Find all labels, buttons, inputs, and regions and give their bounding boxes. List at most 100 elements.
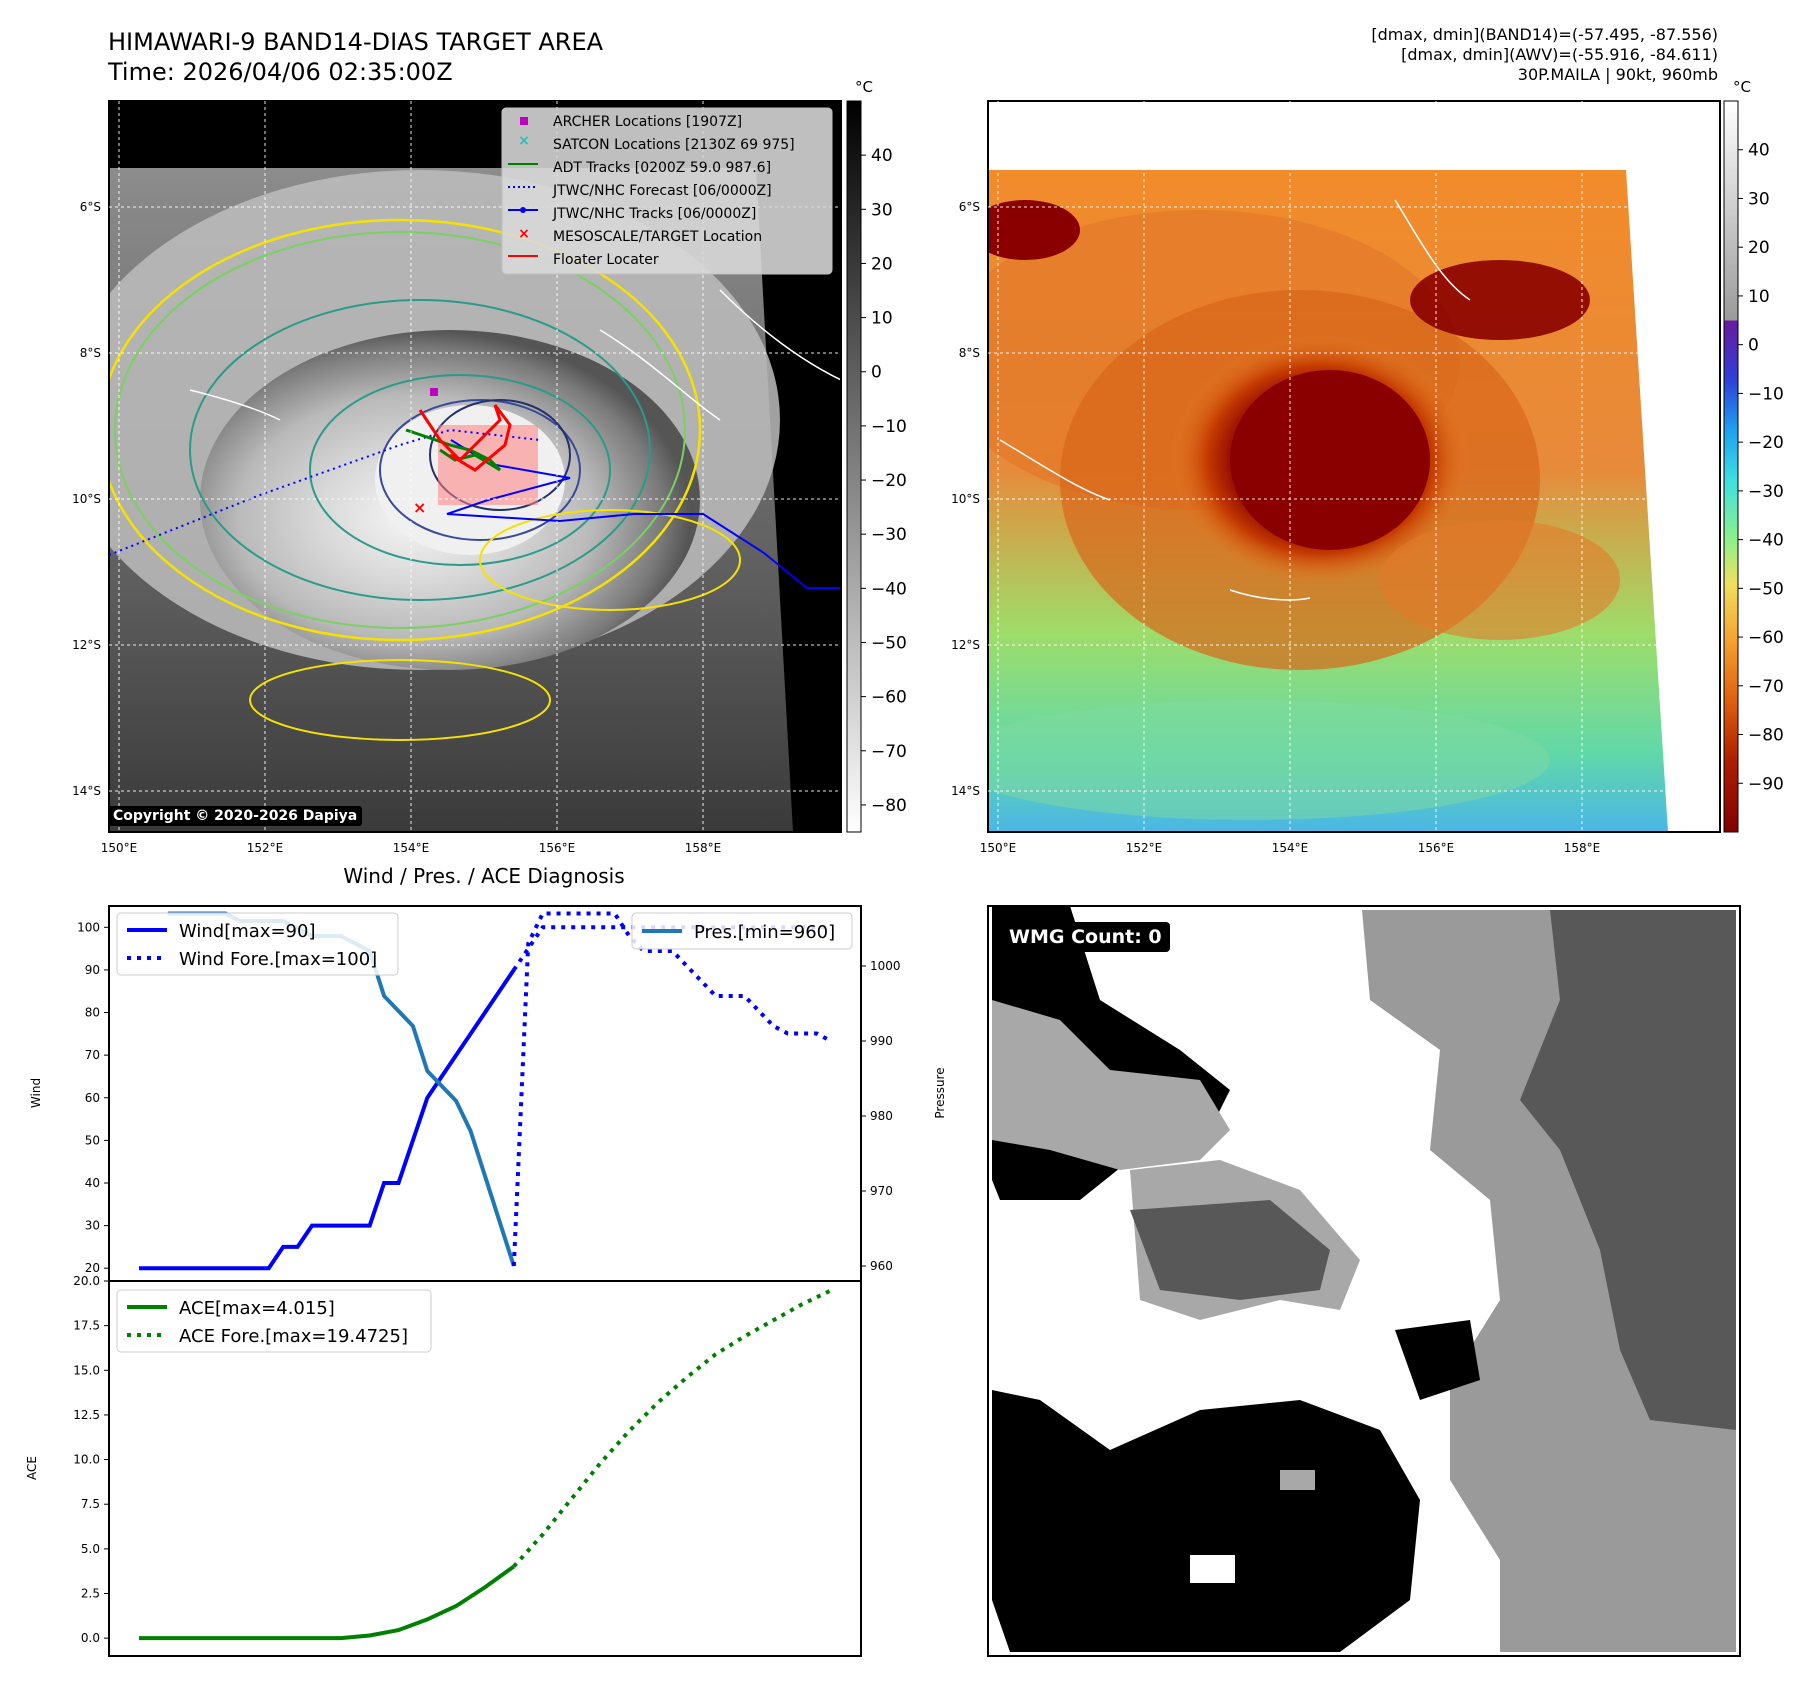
colorbar-tick-label: 40 bbox=[871, 146, 893, 166]
legend-archer-marker bbox=[520, 117, 528, 125]
y-tick-label: 7.5 bbox=[81, 1497, 100, 1511]
legend-wind-fore-label: Wind Fore.[max=100] bbox=[179, 949, 377, 970]
dmax-band14: [dmax, dmin](BAND14)=(-57.495, -87.556) bbox=[1371, 25, 1718, 44]
y-tick-label: 2.5 bbox=[81, 1587, 100, 1601]
lat-label: 12°S bbox=[72, 638, 101, 652]
y-tick-label: 990 bbox=[870, 1034, 893, 1048]
awv-satellite-map bbox=[988, 101, 1720, 832]
lat-label: 8°S bbox=[959, 346, 980, 360]
colorbar-tick-label: −50 bbox=[871, 633, 907, 653]
y-tick-label: 30 bbox=[85, 1219, 100, 1233]
y-tick-label: 100 bbox=[77, 920, 100, 934]
wmg-count-badge: WMG Count: 0 bbox=[1001, 922, 1170, 952]
legend-target-marker: × bbox=[518, 226, 530, 242]
y-tick-label: 0.0 bbox=[81, 1631, 100, 1645]
colorbar-tick-label: −10 bbox=[1748, 384, 1784, 404]
colorbar-right-unit: °C bbox=[1733, 78, 1751, 96]
colorbar-tick-label: 10 bbox=[1748, 287, 1770, 307]
left-lat-labels: 6°S 8°S 10°S 12°S 14°S bbox=[72, 200, 101, 798]
colorbar-tick-label: −70 bbox=[1748, 677, 1784, 697]
lat-label: 10°S bbox=[951, 492, 980, 506]
colorbar-tick-label: −60 bbox=[871, 688, 907, 708]
colorbar-tick-label: 30 bbox=[1748, 189, 1770, 209]
series-line-0 bbox=[139, 968, 516, 1271]
y-tick-label: 70 bbox=[85, 1048, 100, 1062]
colorbar-tick-label: −40 bbox=[1748, 531, 1784, 551]
dmax-awv: [dmax, dmin](AWV)=(-55.916, -84.611) bbox=[1401, 45, 1718, 64]
colorbar-tick-label: 20 bbox=[871, 254, 893, 274]
colorbar-tick-label: −30 bbox=[1748, 482, 1784, 502]
legend-item: JTWC/NHC Tracks [06/0000Z] bbox=[552, 206, 756, 222]
wind-axis-label: Wind bbox=[29, 1078, 43, 1108]
legend-pressure-label: Pres.[min=960] bbox=[694, 922, 835, 943]
y-tick-label: 970 bbox=[870, 1184, 893, 1198]
colorbar-tick-label: 10 bbox=[871, 309, 893, 329]
colorbar-tick-label: 0 bbox=[1748, 336, 1759, 356]
wind-legend: Wind[max=90] Wind Fore.[max=100] bbox=[116, 912, 399, 976]
colorbar-left-unit: °C bbox=[855, 78, 873, 96]
svg-text:×: × bbox=[413, 498, 426, 517]
lon-label: 156°E bbox=[1418, 841, 1455, 855]
y-tick-label: 17.5 bbox=[73, 1319, 100, 1333]
colorbar-tick-label: 20 bbox=[1748, 238, 1770, 258]
left-lon-labels: 150°E 152°E 154°E 156°E 158°E bbox=[101, 841, 722, 855]
lon-label: 158°E bbox=[1564, 841, 1601, 855]
colorbar-tick-label: 0 bbox=[871, 363, 882, 383]
colorbar-tick-label: −20 bbox=[1748, 433, 1784, 453]
colorbar-left: °C 40 30 20 10 0 −10 −20 −30 −40 −50 −60 −70 −80 bbox=[846, 78, 907, 833]
colorbar-tick-label: 30 bbox=[871, 200, 893, 220]
wmg-classification-map bbox=[988, 906, 1740, 1656]
series-line-1 bbox=[512, 1288, 832, 1568]
y-tick-label: 90 bbox=[85, 963, 100, 977]
legend-item: MESOSCALE/TARGET Location bbox=[553, 229, 762, 245]
ace-axis-label: ACE bbox=[25, 1456, 39, 1480]
colorbar-tick-label: −80 bbox=[871, 796, 907, 816]
right-map-gridlines bbox=[988, 101, 1720, 832]
lat-label: 14°S bbox=[72, 784, 101, 798]
legend-ace-label: ACE[max=4.015] bbox=[179, 1298, 335, 1319]
lat-label: 6°S bbox=[959, 200, 980, 214]
lat-label: 14°S bbox=[951, 784, 980, 798]
y-tick-label: 980 bbox=[870, 1109, 893, 1123]
colorbar-right: °C 40 30 20 10 0 −10 −20 −30 −40 −50 −60 −70 −80 −90 bbox=[1723, 78, 1784, 833]
pressure-legend: Pres.[min=960] bbox=[631, 912, 853, 950]
colorbar-tick-label: −20 bbox=[871, 471, 907, 491]
colorbar-tick-label: −40 bbox=[871, 579, 907, 599]
lon-label: 156°E bbox=[539, 841, 576, 855]
series-line-0 bbox=[139, 1564, 516, 1641]
y-tick-label: 80 bbox=[85, 1006, 100, 1020]
legend-item: JTWC/NHC Forecast [06/0000Z] bbox=[552, 183, 772, 199]
right-lon-labels: 150°E 152°E 154°E 156°E 158°E bbox=[980, 841, 1601, 855]
colorbar-tick-label: −80 bbox=[1748, 726, 1784, 746]
y-tick-label: 60 bbox=[85, 1091, 100, 1105]
colorbar-tick-label: −60 bbox=[1748, 628, 1784, 648]
lon-label: 152°E bbox=[247, 841, 284, 855]
y-tick-label: 12.5 bbox=[73, 1408, 100, 1422]
colorbar-tick-label: 40 bbox=[1748, 141, 1770, 161]
lon-label: 150°E bbox=[101, 841, 138, 855]
lon-label: 154°E bbox=[393, 841, 430, 855]
y-tick-label: 20.0 bbox=[73, 1274, 100, 1288]
map-legend: × × ARCHER Locations [1907Z] SATCON Loca… bbox=[501, 107, 833, 275]
right-lat-labels: 6°S 8°S 10°S 12°S 14°S bbox=[951, 200, 980, 798]
lon-label: 158°E bbox=[685, 841, 722, 855]
copyright-badge: Copyright © 2020-2026 Dapiya bbox=[108, 806, 363, 826]
ace-legend: ACE[max=4.015] ACE Fore.[max=19.4725] bbox=[116, 1289, 432, 1353]
legend-satcon-marker: × bbox=[518, 133, 530, 149]
legend-item: SATCON Locations [2130Z 69 975] bbox=[553, 137, 795, 153]
y-tick-label: 20 bbox=[85, 1261, 100, 1275]
colorbar-tick-label: −10 bbox=[871, 417, 907, 437]
lat-label: 6°S bbox=[80, 200, 101, 214]
lon-label: 154°E bbox=[1272, 841, 1309, 855]
lat-label: 10°S bbox=[72, 492, 101, 506]
lon-label: 150°E bbox=[980, 841, 1017, 855]
diagnosis-title: Wind / Pres. / ACE Diagnosis bbox=[343, 864, 624, 888]
legend-ace-fore-label: ACE Fore.[max=19.4725] bbox=[179, 1326, 408, 1347]
y-tick-label: 50 bbox=[85, 1133, 100, 1147]
storm-info: 30P.MAILA | 90kt, 960mb bbox=[1518, 65, 1718, 84]
y-tick-label: 40 bbox=[85, 1176, 100, 1190]
lat-label: 8°S bbox=[80, 346, 101, 360]
colorbar-tick-label: −70 bbox=[871, 742, 907, 762]
figure-time: Time: 2026/04/06 02:35:00Z bbox=[107, 58, 453, 86]
